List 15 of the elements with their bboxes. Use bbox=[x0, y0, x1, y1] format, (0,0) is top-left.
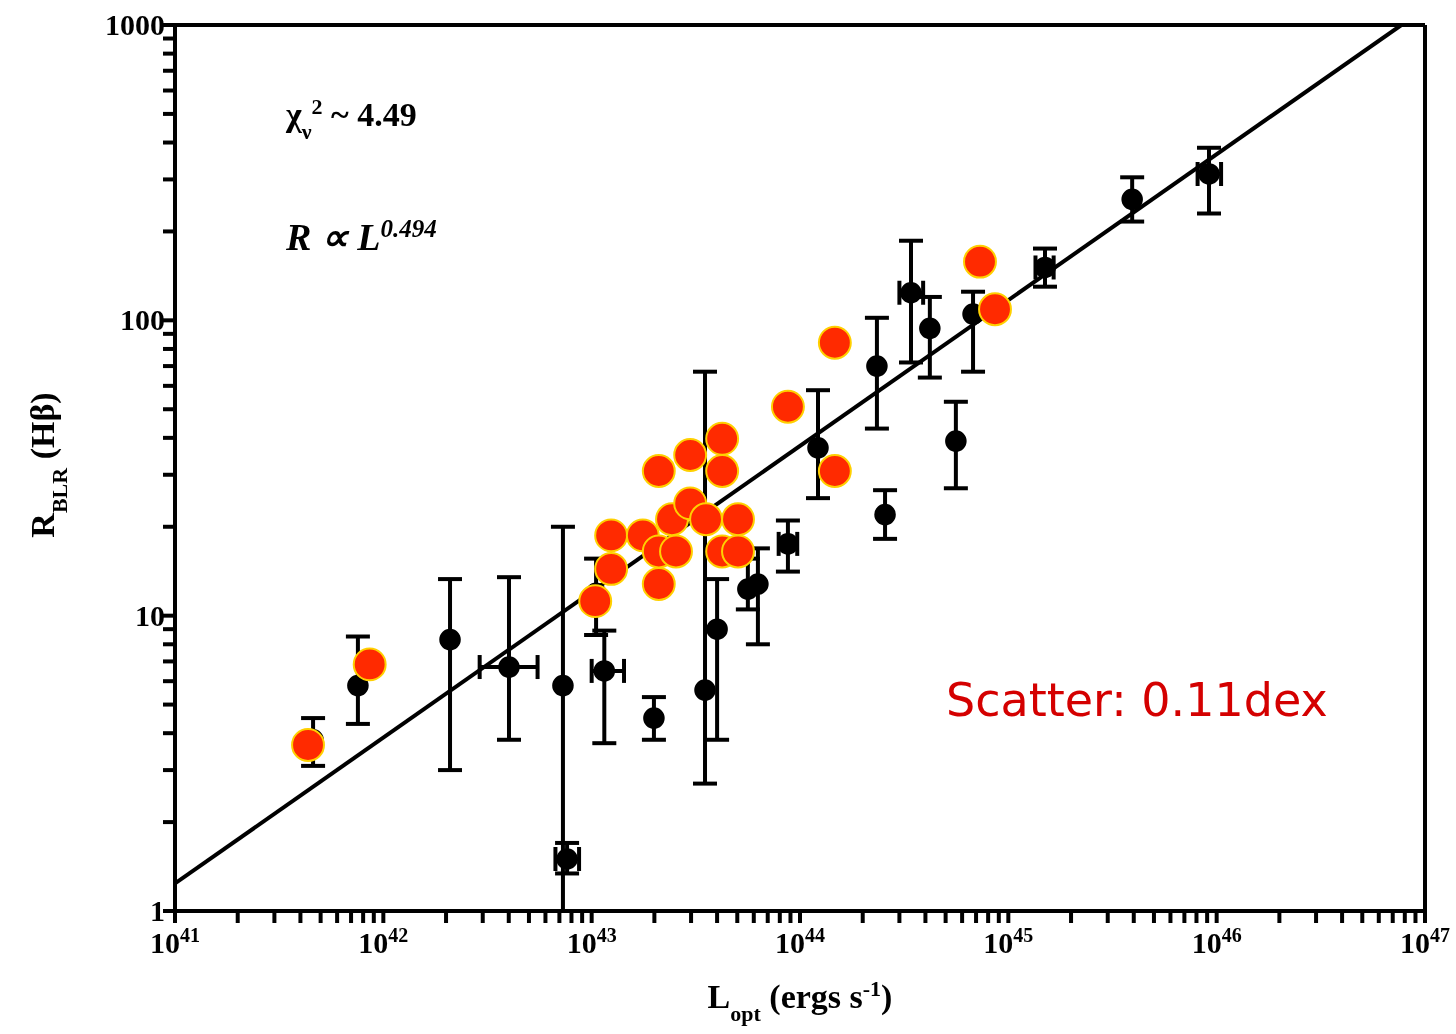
annotation: χ$_{ν}$$^{2}$ ~ 4.49 bbox=[285, 93, 417, 144]
x-tick-label: 10$^{43}$ bbox=[566, 924, 617, 959]
x-tick-label: 10$^{47}$ bbox=[1400, 924, 1450, 959]
annotation: Scatter: 0.11dex bbox=[946, 673, 1328, 727]
x-tick-label: 10$^{44}$ bbox=[775, 924, 825, 959]
x-tick-label: 10$^{45}$ bbox=[983, 924, 1034, 959]
y-tick-label: 1 bbox=[150, 894, 165, 927]
x-tick-label: 10$^{41}$ bbox=[150, 924, 200, 959]
y-tick-label: 1000 bbox=[105, 8, 165, 41]
y-tick-label: 10 bbox=[135, 598, 165, 632]
x-tick-label: 10$^{42}$ bbox=[358, 924, 409, 959]
x-axis-title: L$_{opt}$ (ergs s$^{-1}$) bbox=[707, 975, 893, 1026]
y-tick-label: 100 bbox=[120, 303, 165, 337]
annotation: R ∝ L$^{0.494}$ bbox=[285, 214, 437, 258]
x-tick-label: 10$^{46}$ bbox=[1191, 924, 1242, 959]
